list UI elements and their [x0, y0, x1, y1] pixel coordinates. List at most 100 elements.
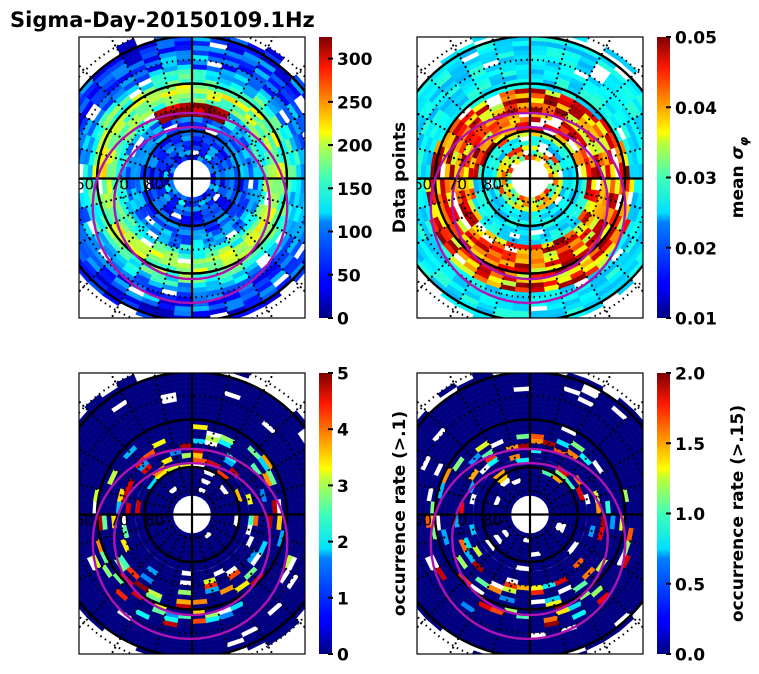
grid-dot	[49, 259, 51, 261]
grid-dot	[230, 445, 233, 448]
grid-dot	[255, 288, 258, 292]
grid-dot	[509, 210, 512, 214]
grid-dot	[296, 408, 299, 411]
grid-dot	[477, 87, 480, 90]
grid-dot	[529, 321, 531, 323]
grid-dot	[169, 139, 172, 142]
grid-dot	[228, 187, 231, 190]
heatmap-bin	[307, 110, 319, 128]
grid-dot	[170, 437, 173, 440]
grid-dot	[267, 380, 270, 383]
grid-dot	[285, 82, 288, 86]
grid-dot	[252, 406, 255, 409]
grid-dot	[171, 106, 175, 109]
grid-dot	[153, 199, 156, 202]
grid-dot	[580, 87, 583, 90]
grid-dot	[170, 101, 173, 104]
grid-dot	[380, 217, 382, 219]
grid-dot	[134, 275, 137, 279]
phi-subscript: φ	[737, 136, 751, 146]
grid-dot	[158, 168, 161, 171]
colorbar-tick-label: 50	[337, 266, 361, 286]
grid-dot	[404, 249, 406, 251]
grid-dot	[262, 196, 265, 199]
grid-dot	[191, 341, 193, 343]
heatmap-bin	[306, 546, 316, 563]
grid-dot	[171, 442, 175, 445]
grid-dot	[487, 218, 490, 222]
grid-dot	[419, 147, 422, 151]
grid-dot	[483, 132, 487, 135]
heatmap-bin	[69, 498, 75, 514]
grid-dot	[167, 201, 170, 204]
grid-dot	[276, 154, 279, 157]
grid-dot	[121, 57, 124, 60]
grid-dot	[289, 611, 292, 614]
grid-dot	[298, 115, 301, 118]
heatmap-bin	[65, 110, 77, 128]
grid-dot	[480, 226, 483, 229]
grid-dot	[605, 310, 608, 313]
grid-dot	[145, 558, 149, 561]
grid-dot	[638, 206, 641, 210]
grid-dot	[224, 389, 227, 392]
grid-dot	[300, 206, 303, 210]
grid-dot	[257, 293, 260, 296]
grid-dot	[191, 657, 193, 659]
grid-dot	[149, 249, 152, 253]
grid-dot	[183, 149, 186, 152]
grid-dot	[146, 254, 149, 257]
grid-dot	[478, 148, 481, 151]
grid-dot	[237, 204, 240, 207]
grid-dot	[199, 144, 202, 147]
grid-dot	[252, 496, 255, 500]
grid-dot	[521, 149, 524, 152]
grid-dot	[497, 232, 500, 235]
grid-dot	[135, 209, 138, 212]
grid-dot	[206, 234, 209, 237]
grid-dot	[166, 191, 169, 194]
grid-dot	[151, 445, 154, 448]
grid-dot	[508, 165, 511, 168]
grid-dot	[413, 293, 415, 295]
heatmap-bin	[310, 515, 316, 531]
heatmap-bin	[52, 103, 65, 123]
grid-dot	[252, 529, 255, 533]
grid-dot	[387, 96, 389, 98]
heatmap-bin	[301, 592, 305, 602]
grid-dot	[134, 611, 137, 615]
grid-dot	[508, 197, 511, 200]
grid-dot	[53, 257, 55, 259]
grid-dot	[114, 221, 117, 224]
grid-dot	[47, 552, 49, 554]
grid-dot	[207, 160, 210, 163]
grid-dot	[310, 177, 312, 179]
grid-dot	[556, 204, 559, 208]
grid-dot	[79, 577, 82, 580]
grid-dot	[67, 177, 69, 179]
grid-dot	[83, 451, 86, 454]
grid-dot	[553, 163, 556, 166]
grid-dot	[500, 282, 503, 285]
grid-dot	[550, 96, 553, 99]
grid-dot	[224, 637, 227, 640]
grid-dot	[85, 205, 89, 208]
grid-dot	[175, 234, 178, 237]
grid-dot	[430, 120, 433, 123]
grid-dot	[590, 70, 593, 73]
grid-dot	[649, 108, 651, 110]
grid-dot	[474, 271, 477, 274]
heatmap-bin	[642, 265, 643, 266]
grid-dot	[583, 271, 586, 274]
grid-dot	[349, 471, 351, 473]
grid-dot	[159, 544, 163, 547]
heatmap-bin	[307, 565, 319, 583]
grid-dot	[162, 72, 165, 75]
grid-dot	[563, 236, 566, 240]
grid-dot	[448, 96, 451, 100]
colorbar-tick-label: 0.03	[675, 169, 717, 189]
grid-dot	[267, 221, 270, 224]
grid-dot	[568, 109, 571, 112]
grid-dot	[423, 72, 426, 75]
